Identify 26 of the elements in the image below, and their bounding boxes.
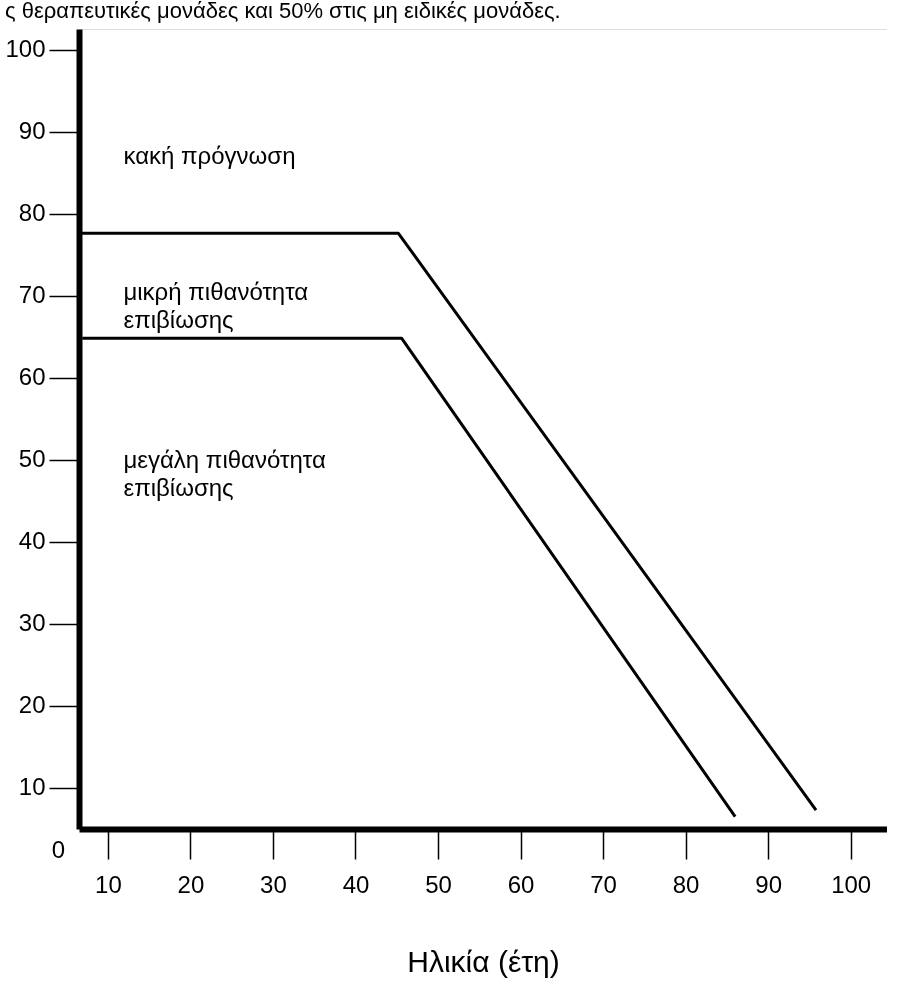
annotation: κακή πρόγνωση: [123, 142, 296, 169]
y-tick-label: 70: [18, 281, 46, 309]
x-tick-label: 10: [95, 870, 122, 898]
x-tick-label: 80: [672, 870, 700, 898]
y-tick-label: 90: [18, 117, 46, 145]
x-tick-label: 50: [425, 870, 452, 898]
annotation: μεγάλη πιθανότητα επιβίωσης: [123, 446, 326, 501]
x-tick-label: 100: [831, 870, 872, 898]
y-tick-label: 10: [18, 773, 46, 801]
y-tick-label: 20: [18, 691, 46, 719]
y-tick-label: 50: [18, 445, 46, 473]
x-tick-label: 30: [260, 870, 287, 898]
y-tick-label: 40: [18, 527, 46, 555]
y-tick-label: 100: [5, 35, 46, 63]
x-tick-label: 40: [342, 870, 370, 898]
text: 0: [51, 836, 65, 863]
x-tick-label: 60: [507, 870, 535, 898]
x-axis-title: Ηλικία (έτη): [407, 944, 560, 978]
y-tick-label: 30: [18, 609, 46, 637]
x-tick-label: 90: [755, 870, 782, 898]
y-tick-label: 80: [18, 199, 46, 227]
x-tick-label: 70: [590, 870, 617, 898]
chart-title: ς θεραπευτικές μονάδες και 50% στις μη ειδικές μονάδες.: [4, 0, 561, 23]
x-tick-label: 20: [177, 870, 205, 898]
y-tick-label: 60: [18, 363, 46, 391]
annotation: μικρή πιθανότητα επιβίωσης: [123, 278, 309, 333]
